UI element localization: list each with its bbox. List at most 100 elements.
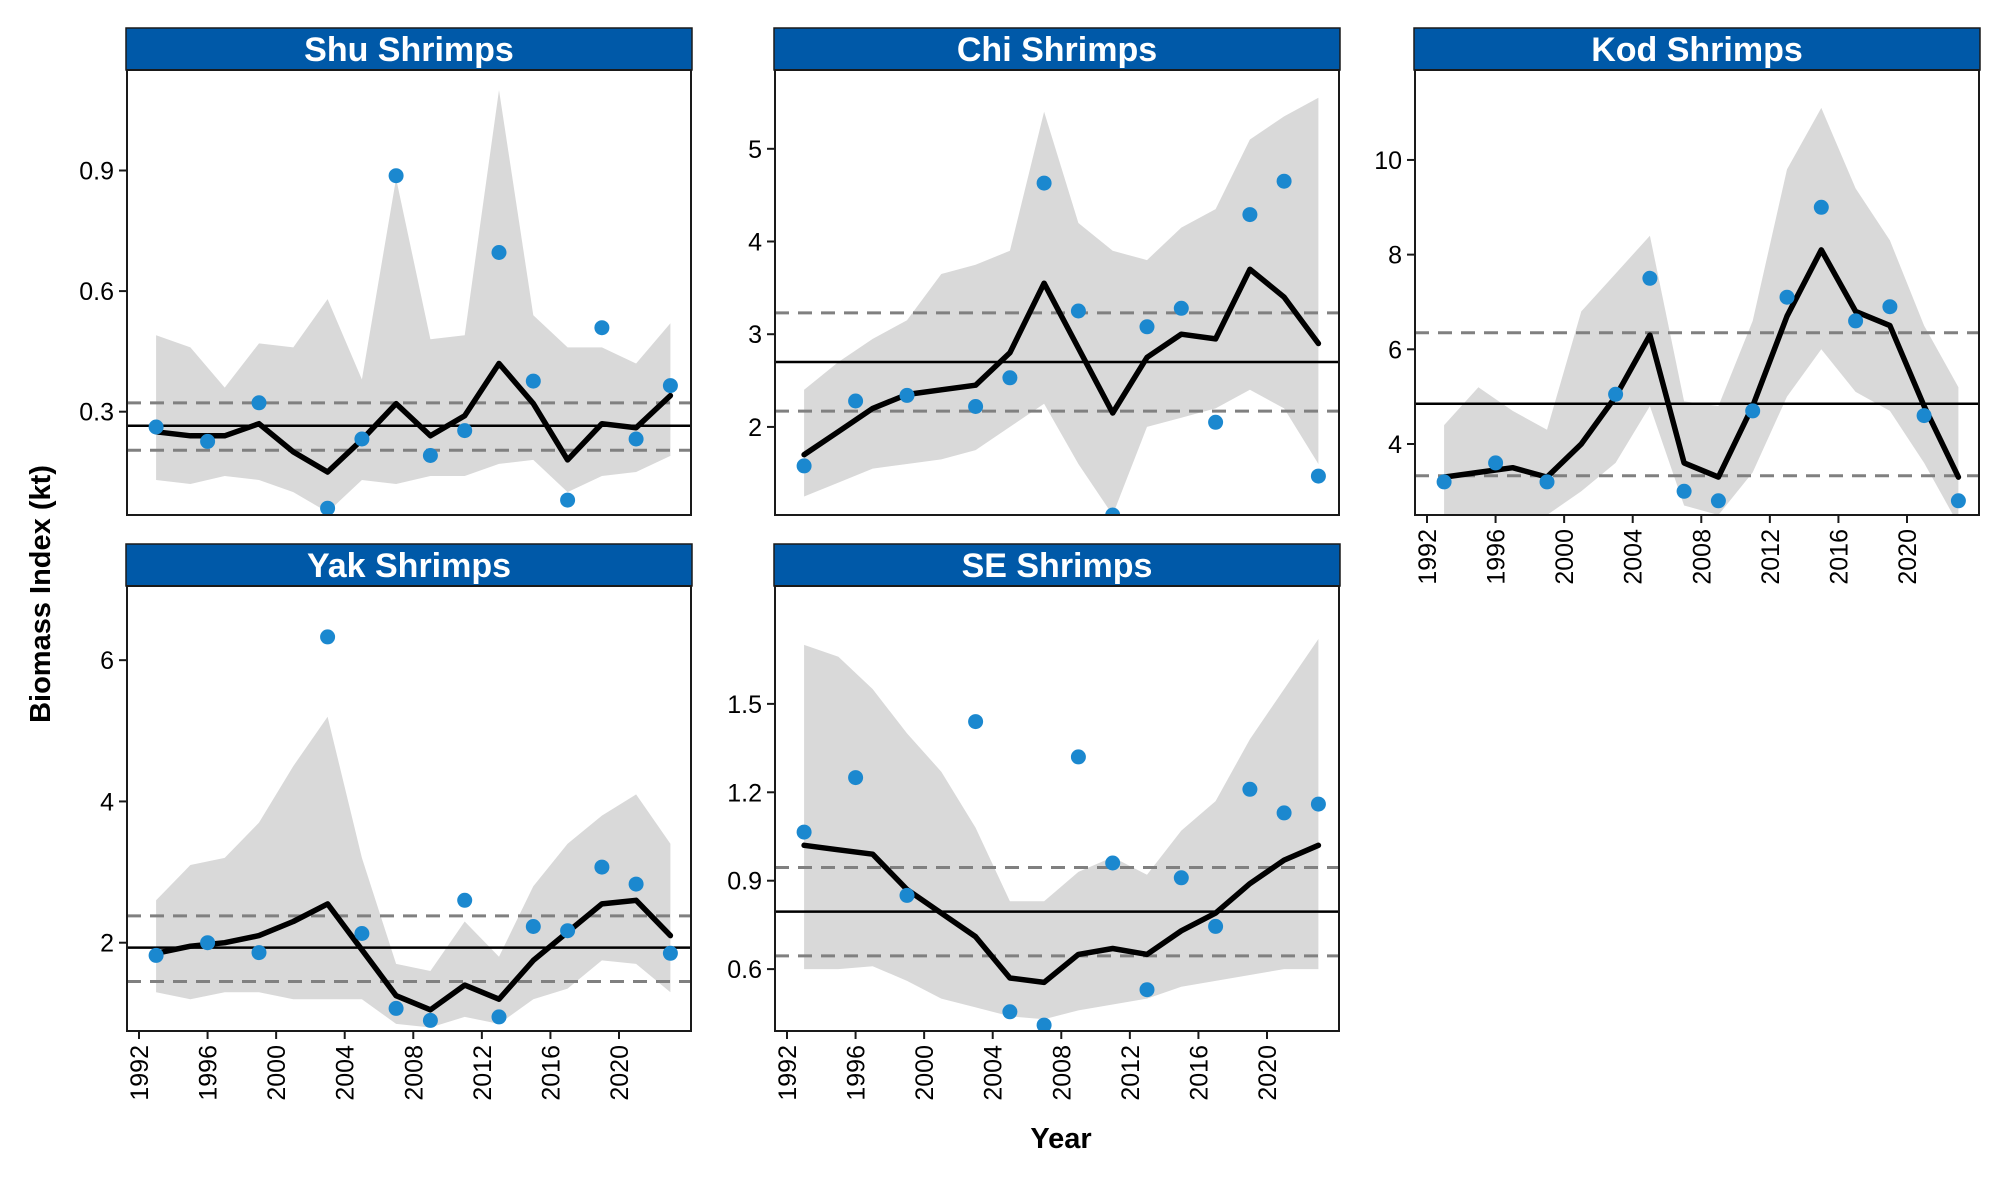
y-tick-label: 6 [1388, 336, 1402, 364]
observed-point [594, 859, 610, 875]
observed-point [491, 1009, 507, 1025]
panel-0: Shu Shrimps 0.3 0.6 0.9 [79, 27, 693, 516]
observed-point [1848, 313, 1864, 329]
observed-point [200, 935, 216, 951]
observed-point [354, 926, 370, 941]
observed-point [899, 387, 915, 403]
observed-point [525, 919, 541, 934]
trend-line [801, 842, 1322, 986]
panel-border [774, 69, 1340, 516]
observed-point [1002, 370, 1018, 386]
plot-area [775, 639, 1339, 1031]
observed-point [1310, 796, 1326, 812]
observed-point [594, 320, 610, 336]
confidence-ribbon [156, 716, 671, 1028]
panel-title: SE Shrimps [962, 547, 1153, 585]
observed-point [1242, 207, 1258, 223]
x-tick-label: 2020 [606, 1045, 634, 1101]
observed-point [560, 492, 576, 508]
y-tick-label: 4 [748, 229, 762, 257]
y-tick-label: 4 [100, 788, 114, 816]
observed-point [1950, 493, 1966, 509]
observed-point [1916, 408, 1932, 424]
observed-point [662, 945, 678, 961]
observed-point [1310, 468, 1326, 484]
observed-point [251, 945, 267, 961]
x-tick-label: 1996 [195, 1045, 223, 1101]
y-tick-label: 0.9 [727, 868, 762, 896]
observed-point [968, 714, 984, 730]
panel-3: Yak Shrimps 2 4 6 1992 1996 2000 2004 2008 2012 20… [100, 543, 693, 1101]
panel-strip [125, 27, 693, 71]
panel-title: Kod Shrimps [1591, 31, 1803, 69]
observed-point [662, 378, 678, 394]
observed-point [1173, 300, 1189, 316]
observed-point [1002, 1004, 1018, 1020]
observed-point [1813, 199, 1829, 215]
observed-point [1208, 414, 1224, 430]
observed-point [354, 431, 370, 447]
panel-border [1414, 69, 1980, 516]
observed-point [1070, 303, 1086, 319]
observed-point [457, 892, 473, 908]
observed-point [560, 923, 576, 939]
observed-point [848, 770, 864, 786]
y-tick-label: 1.5 [727, 691, 762, 719]
plot-area [127, 629, 691, 1028]
panel-strip [773, 543, 1341, 587]
observed-point [388, 168, 404, 184]
observed-point [968, 399, 984, 414]
observed-point [1608, 386, 1624, 402]
y-tick-label: 0.9 [79, 157, 114, 185]
observed-point [1642, 270, 1658, 286]
observed-point [1488, 455, 1504, 471]
confidence-ribbon [156, 90, 671, 513]
observed-point [1276, 173, 1292, 189]
observed-point [796, 458, 812, 474]
panel-border [126, 585, 692, 1032]
panel-4: SE Shrimps 0.6 0.9 1.2 1.5 1992 1996 2000 2004 20… [727, 543, 1341, 1101]
panel-border [126, 69, 692, 516]
y-tick-label: 6 [100, 647, 114, 675]
x-tick-label: 2020 [1254, 1045, 1282, 1101]
x-tick-label: 2000 [911, 1045, 939, 1101]
panel-1: Chi Shrimps 2 3 4 5 [748, 27, 1341, 516]
observed-point [1105, 855, 1121, 871]
observed-point [848, 393, 864, 409]
trend-line [153, 897, 674, 1013]
x-axis-title: Year [1030, 1123, 1091, 1155]
observed-point [491, 245, 507, 260]
observed-point [148, 419, 164, 435]
x-tick-label: 1992 [126, 1045, 154, 1101]
y-tick-label: 3 [748, 321, 762, 349]
plot-area [775, 97, 1339, 515]
plot-area [127, 90, 691, 515]
observed-point [148, 947, 164, 963]
observed-point [1070, 749, 1086, 765]
x-tick-label: 2008 [1048, 1045, 1076, 1101]
observed-point [1779, 289, 1795, 305]
x-tick-label: 2016 [1185, 1045, 1213, 1101]
observed-point [525, 373, 541, 389]
trend-line [1441, 247, 1962, 480]
y-tick-label: 2 [748, 414, 762, 442]
observed-point [1539, 474, 1555, 490]
observed-point [388, 1000, 404, 1016]
panel-title: Yak Shrimps [307, 547, 511, 585]
plot-area [1415, 107, 1979, 515]
y-axis-title: Biomass Index (kt) [25, 465, 57, 723]
y-tick-label: 0.6 [727, 956, 762, 984]
y-tick-label: 2 [100, 930, 114, 958]
x-tick-label: 1992 [1414, 529, 1442, 585]
y-tick-label: 5 [748, 136, 762, 164]
observed-point [422, 448, 438, 463]
observed-point [1105, 507, 1121, 515]
observed-point [200, 433, 216, 449]
observed-point [1882, 299, 1898, 315]
panels: Shu Shrimps 0.3 0.6 0.9 Chi Shrimps 2 3 4 5 Kod S… [79, 27, 1981, 1101]
confidence-ribbon [1444, 107, 1959, 515]
y-tick-label: 0.3 [79, 399, 114, 427]
x-tick-label: 2004 [1620, 529, 1648, 585]
observed-point [320, 500, 336, 515]
x-tick-label: 2008 [400, 1045, 428, 1101]
